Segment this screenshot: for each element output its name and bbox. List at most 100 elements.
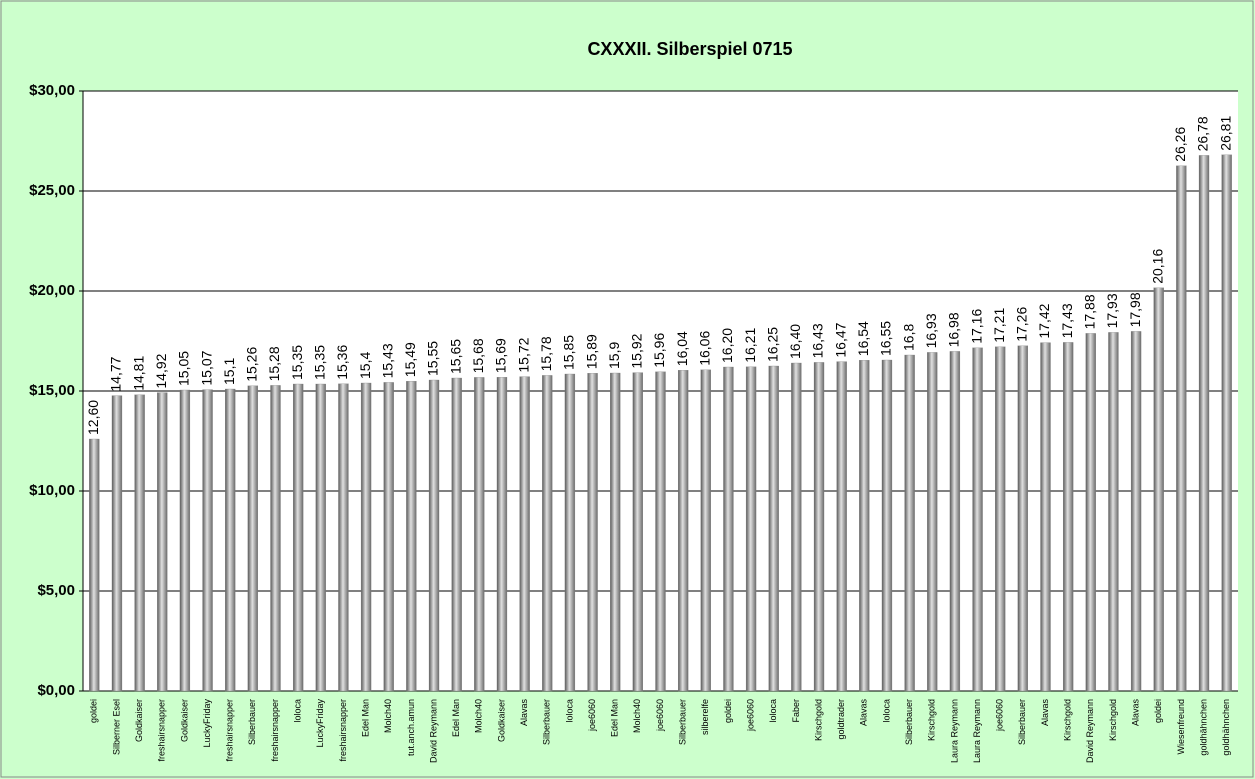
value-label: 16,25: [764, 327, 780, 362]
x-tick-label: Molch40: [383, 699, 393, 733]
value-label: 15,1: [221, 358, 237, 385]
value-label: 16,93: [923, 313, 939, 348]
value-label: 12,60: [85, 400, 101, 435]
bar: [157, 392, 168, 692]
x-tick-label: David Reymann: [1085, 699, 1095, 763]
bar: [338, 383, 349, 692]
value-label: 15,35: [289, 345, 305, 380]
y-tick-label: $15,00: [29, 382, 75, 399]
x-tick-label: Kirschgold: [1108, 699, 1118, 741]
x-tick-label: tut.anch.amun: [406, 699, 416, 756]
value-label: 15,92: [629, 333, 645, 368]
bar: [89, 438, 100, 692]
x-tick-label: Kirschgold: [813, 699, 823, 741]
bar: [428, 379, 440, 692]
bar: [179, 389, 191, 692]
bar: [700, 369, 711, 692]
bar: [768, 365, 779, 692]
value-label: 15,07: [198, 350, 214, 385]
value-label: 15,4: [357, 352, 373, 379]
bar: [677, 370, 689, 692]
x-tick-label: Edel Man: [451, 699, 461, 737]
value-label: 15,35: [311, 345, 327, 380]
bar: [610, 372, 621, 692]
bar: [1130, 331, 1142, 692]
bar: [564, 373, 576, 692]
x-tick-label: Goldkaiser: [134, 699, 144, 742]
x-tick-label: silberelfe: [700, 699, 710, 735]
bar: [791, 362, 802, 692]
bar: [587, 373, 598, 692]
value-label: 26,81: [1217, 116, 1233, 151]
value-label: 16,47: [832, 322, 848, 357]
bar: [202, 389, 213, 692]
x-tick-label: Kirschgold: [927, 699, 937, 741]
value-label: 17,26: [1014, 307, 1030, 342]
x-tick-label: Edel Man: [610, 699, 620, 737]
y-tick-label: $0,00: [37, 682, 75, 699]
y-tick-label: $25,00: [29, 182, 75, 199]
value-label: 16,98: [946, 312, 962, 347]
bar: [1040, 342, 1051, 692]
bar: [1017, 345, 1029, 692]
value-label: 16,20: [719, 328, 735, 363]
x-tick-label: Kirschgold: [1063, 699, 1073, 741]
value-label: 15,72: [515, 337, 531, 372]
value-label: 17,42: [1036, 303, 1052, 338]
value-label: 15,78: [538, 336, 554, 371]
x-tick-label: loloca: [564, 699, 574, 723]
x-tick-label: freshairsnapper: [225, 699, 235, 762]
x-tick-label: goldei: [89, 699, 99, 723]
x-tick-label: Molch40: [474, 699, 484, 733]
bar: [496, 377, 508, 692]
bar: [292, 383, 304, 692]
bar: [270, 385, 281, 692]
bar: [225, 388, 236, 692]
value-label: 17,88: [1081, 294, 1097, 329]
value-label: 15,26: [244, 347, 260, 382]
bar: [1085, 333, 1096, 692]
x-tick-label: Alavas: [1040, 699, 1050, 727]
x-tick-label: freshairsnapper: [157, 699, 167, 762]
value-label: 17,98: [1127, 292, 1143, 327]
x-tick-label: Goldkaiser: [179, 699, 189, 742]
bar: [655, 371, 666, 692]
bar: [406, 381, 417, 692]
x-tick-label: freshairsnapper: [270, 699, 280, 762]
value-label: 16,55: [878, 321, 894, 356]
value-label: 16,06: [696, 331, 712, 366]
value-label: 15,43: [379, 343, 395, 378]
value-label: 15,89: [583, 334, 599, 369]
value-label: 15,55: [425, 341, 441, 376]
bar: [315, 383, 326, 692]
x-tick-label: Molch40: [632, 699, 642, 733]
bar: [1153, 287, 1164, 692]
bar: [519, 376, 530, 692]
value-label: 14,81: [130, 356, 146, 391]
x-tick-label: Silberbauer: [678, 699, 688, 745]
x-tick-label: Silberbauer: [904, 699, 914, 745]
x-tick-label: goldhähnchen: [1198, 699, 1208, 756]
value-label: 15,85: [561, 335, 577, 370]
x-tick-label: Alavas: [1130, 699, 1140, 727]
value-label: 26,26: [1172, 127, 1188, 162]
bar: [1062, 342, 1074, 692]
value-label: 15,28: [266, 346, 282, 381]
x-tick-label: Silberbauer: [247, 699, 257, 745]
value-label: 16,21: [742, 328, 758, 363]
x-tick-label: loloca: [768, 699, 778, 723]
bar: [111, 395, 123, 692]
value-label: 17,93: [1104, 293, 1120, 328]
bar: [949, 351, 961, 692]
bar: [1198, 155, 1210, 692]
bar: [542, 375, 553, 692]
x-tick-label: Laura Reymann: [949, 699, 959, 763]
x-tick-label: Wiesenfreund: [1176, 699, 1186, 755]
value-label: 17,43: [1059, 303, 1075, 338]
bar: [745, 366, 757, 692]
bar: [383, 382, 394, 692]
value-label: 15,36: [334, 345, 350, 380]
bar: [632, 372, 644, 692]
value-label: 15,49: [402, 342, 418, 377]
